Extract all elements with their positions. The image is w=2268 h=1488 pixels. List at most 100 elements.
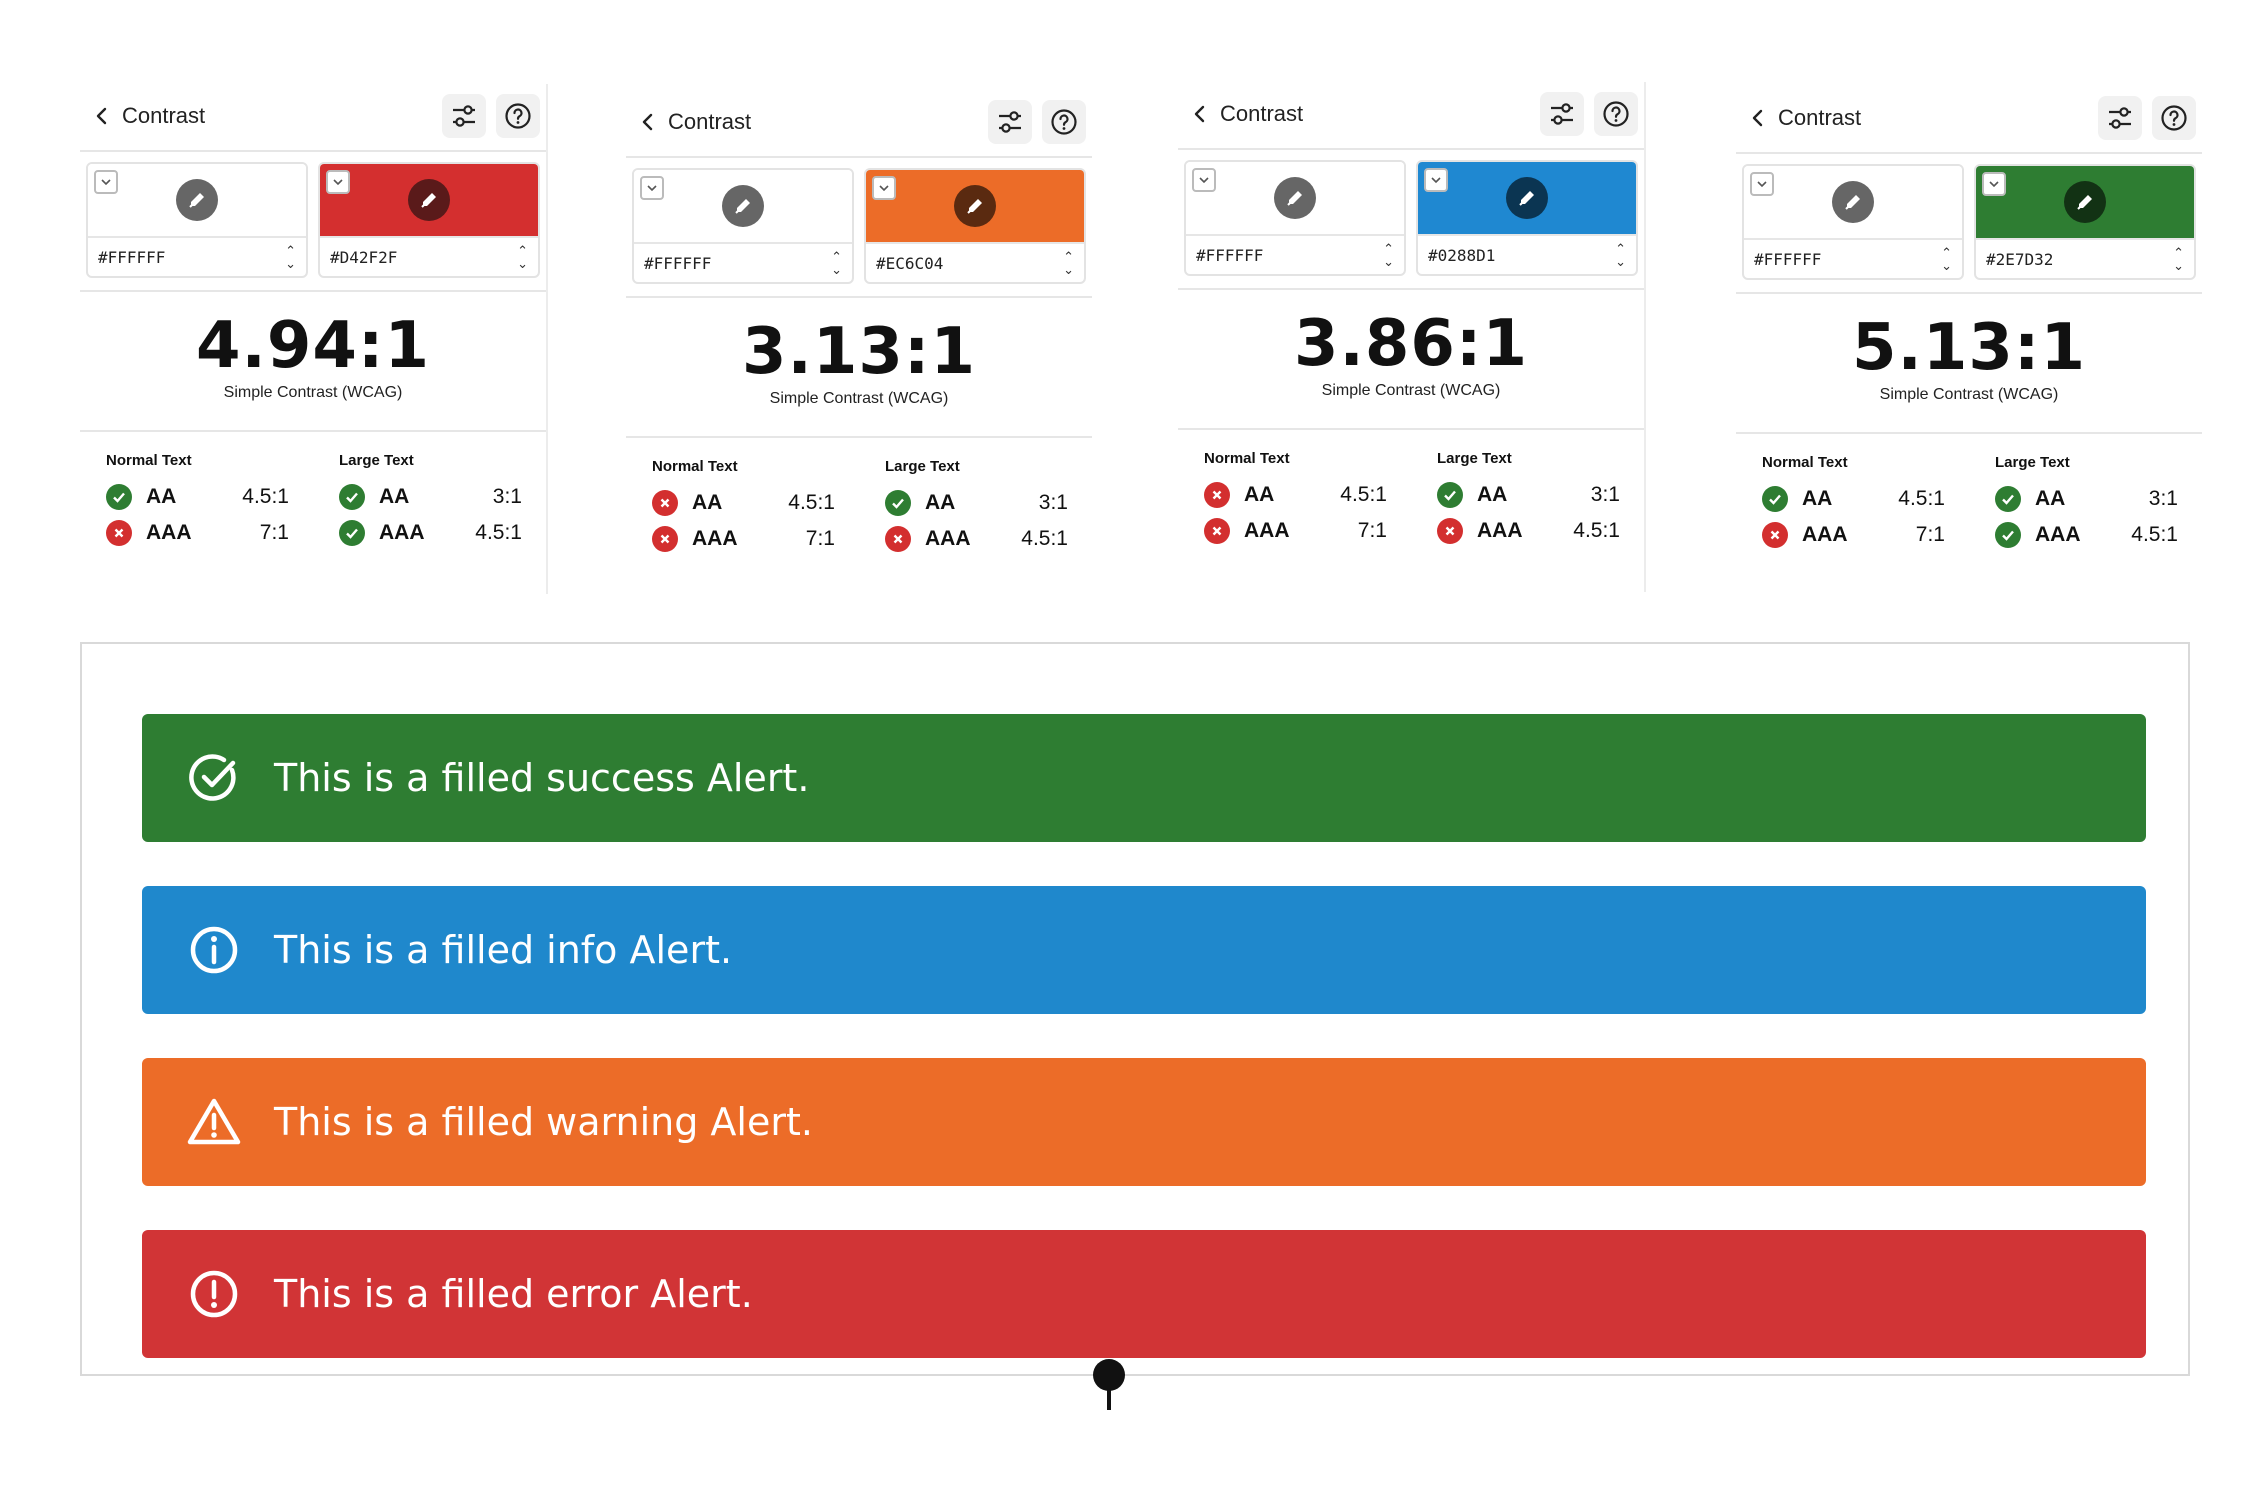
foreground-hex-field[interactable]: #2E7D32 ⌃ ⌄: [1976, 238, 2194, 278]
settings-button[interactable]: [2098, 96, 2142, 140]
chevron-down-icon: [101, 179, 111, 186]
help-circle-icon: [1051, 109, 1077, 135]
background-hex-field[interactable]: #FFFFFF ⌃ ⌄: [88, 236, 306, 276]
level-label: AA: [1244, 483, 1275, 506]
stepper-icon[interactable]: ⌃ ⌄: [1383, 241, 1394, 269]
required-ratio: 4.5:1: [1021, 527, 1068, 550]
checkmark-icon: [879, 185, 889, 192]
wcag-results: Normal Text AA 4.5:1 AAA 7:1 Large Text AA…: [80, 452, 546, 551]
settings-button[interactable]: [988, 100, 1032, 144]
background-toggle[interactable]: [640, 176, 664, 200]
resize-handle-icon[interactable]: [1092, 1358, 1126, 1410]
large-text-results: Large Text AA 3:1 AAA 4.5:1: [1969, 454, 2202, 553]
wcag-results: Normal Text AA 4.5:1 AAA 7:1 Large Text AA…: [1736, 454, 2202, 553]
eyedropper-button[interactable]: [954, 185, 996, 227]
background-hex-field[interactable]: #FFFFFF ⌃ ⌄: [1744, 238, 1962, 278]
background-color-preview: [1186, 162, 1404, 234]
stepper-icon[interactable]: ⌃ ⌄: [1063, 249, 1074, 277]
eyedropper-button[interactable]: [722, 185, 764, 227]
normal-text-results: Normal Text AA 4.5:1 AAA 7:1: [80, 452, 313, 551]
foreground-color-preview: [320, 164, 538, 236]
background-hex[interactable]: #FFFFFF: [644, 253, 712, 273]
eyedropper-button[interactable]: [1506, 177, 1548, 219]
panel-title: Contrast: [668, 109, 752, 134]
level-label: AAA: [146, 521, 192, 544]
color-swatches: #FFFFFF ⌃ ⌄ #D42F2F ⌃ ⌄: [86, 162, 540, 278]
level-label: AA: [379, 485, 410, 508]
background-toggle[interactable]: [1192, 168, 1216, 192]
required-ratio: 4.5:1: [475, 521, 522, 544]
back-button[interactable]: Contrast: [638, 104, 751, 140]
back-button[interactable]: Contrast: [92, 98, 205, 134]
help-button[interactable]: [1594, 92, 1638, 136]
eyedropper-button[interactable]: [2064, 181, 2106, 223]
level-label: AAA: [925, 527, 971, 550]
foreground-toggle[interactable]: [326, 170, 350, 194]
sliders-icon: [999, 111, 1021, 133]
stepper-icon[interactable]: ⌃ ⌄: [1941, 245, 1952, 273]
background-toggle[interactable]: [1750, 172, 1774, 196]
foreground-hex[interactable]: #0288D1: [1428, 245, 1496, 265]
required-ratio: 4.5:1: [1573, 519, 1620, 542]
background-hex-field[interactable]: #FFFFFF ⌃ ⌄: [1186, 234, 1404, 274]
large-text-heading: Large Text: [885, 458, 960, 475]
background-toggle[interactable]: [94, 170, 118, 194]
result-row: AAA 7:1: [106, 515, 313, 551]
result-row: AAA 7:1: [1762, 517, 1969, 553]
back-button[interactable]: Contrast: [1190, 96, 1303, 132]
background-hex[interactable]: #FFFFFF: [98, 247, 166, 267]
large-text-heading: Large Text: [1437, 450, 1512, 467]
foreground-hex-field[interactable]: #EC6C04 ⌃ ⌄: [866, 242, 1084, 282]
help-button[interactable]: [1042, 100, 1086, 144]
foreground-color-preview: [1976, 166, 2194, 238]
result-row: AAA 4.5:1: [885, 521, 1092, 557]
foreground-hex[interactable]: #D42F2F: [330, 247, 398, 267]
background-hex[interactable]: #FFFFFF: [1196, 245, 1264, 265]
background-color-preview: [634, 170, 852, 242]
stepper-icon[interactable]: ⌃ ⌄: [831, 249, 842, 277]
stepper-icon[interactable]: ⌃ ⌄: [2173, 245, 2184, 273]
ratio-display: 3.13:1 Simple Contrast (WCAG): [626, 296, 1092, 438]
settings-button[interactable]: [1540, 92, 1584, 136]
stepper-icon[interactable]: ⌃ ⌄: [517, 243, 528, 271]
result-row: AA 4.5:1: [106, 479, 313, 515]
pass-icon: [1762, 486, 1788, 512]
foreground-hex[interactable]: #2E7D32: [1986, 249, 2054, 269]
contrast-ratio: 5.13:1: [1851, 311, 2087, 385]
normal-text-results: Normal Text AA 4.5:1 AAA 7:1: [626, 458, 859, 557]
foreground-hex-field[interactable]: #D42F2F ⌃ ⌄: [320, 236, 538, 276]
background-hex[interactable]: #FFFFFF: [1754, 249, 1822, 269]
result-row: AA 4.5:1: [1204, 477, 1411, 513]
level-label: AAA: [1802, 523, 1848, 546]
foreground-toggle[interactable]: [872, 176, 896, 200]
settings-button[interactable]: [442, 94, 486, 138]
help-circle-icon: [2161, 105, 2187, 131]
pass-icon: [1437, 482, 1463, 508]
stepper-icon[interactable]: ⌃ ⌄: [285, 243, 296, 271]
back-button[interactable]: Contrast: [1748, 100, 1861, 136]
foreground-hex[interactable]: #EC6C04: [876, 253, 944, 273]
required-ratio: 3:1: [1038, 491, 1068, 514]
foreground-toggle[interactable]: [1424, 168, 1448, 192]
eyedropper-button[interactable]: [408, 179, 450, 221]
eyedropper-button[interactable]: [1274, 177, 1316, 219]
warning-alert: This is a filled warning Alert.: [142, 1058, 2146, 1186]
help-button[interactable]: [2152, 96, 2196, 140]
background-hex-field[interactable]: #FFFFFF ⌃ ⌄: [634, 242, 852, 282]
eyedropper-button[interactable]: [176, 179, 218, 221]
background-swatch: #FFFFFF ⌃ ⌄: [1184, 160, 1406, 276]
contrast-panel-3: Contrast #FFFFFF ⌃ ⌄ #0288D1: [1178, 82, 1646, 592]
pass-icon: [106, 484, 132, 510]
panel-header: Contrast: [1736, 86, 2202, 154]
panel-title: Contrast: [122, 103, 206, 128]
check-circle-icon: [186, 750, 242, 806]
foreground-hex-field[interactable]: #0288D1 ⌃ ⌄: [1418, 234, 1636, 274]
stepper-icon[interactable]: ⌃ ⌄: [1615, 241, 1626, 269]
chevron-left-icon: [1752, 109, 1763, 127]
foreground-color-preview: [866, 170, 1084, 242]
color-swatches: #FFFFFF ⌃ ⌄ #2E7D32 ⌃ ⌄: [1742, 164, 2196, 280]
large-text-results: Large Text AA 3:1 AAA 4.5:1: [859, 458, 1092, 557]
eyedropper-button[interactable]: [1832, 181, 1874, 223]
foreground-toggle[interactable]: [1982, 172, 2006, 196]
help-button[interactable]: [496, 94, 540, 138]
